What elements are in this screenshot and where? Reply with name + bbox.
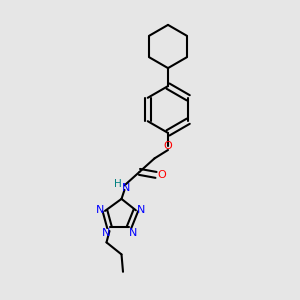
Text: O: O xyxy=(157,170,166,180)
Text: N: N xyxy=(102,228,111,238)
Text: N: N xyxy=(128,228,137,238)
Text: N: N xyxy=(96,205,105,215)
Text: H: H xyxy=(114,179,122,189)
Text: N: N xyxy=(122,183,130,193)
Text: O: O xyxy=(164,141,172,152)
Text: N: N xyxy=(136,205,145,215)
